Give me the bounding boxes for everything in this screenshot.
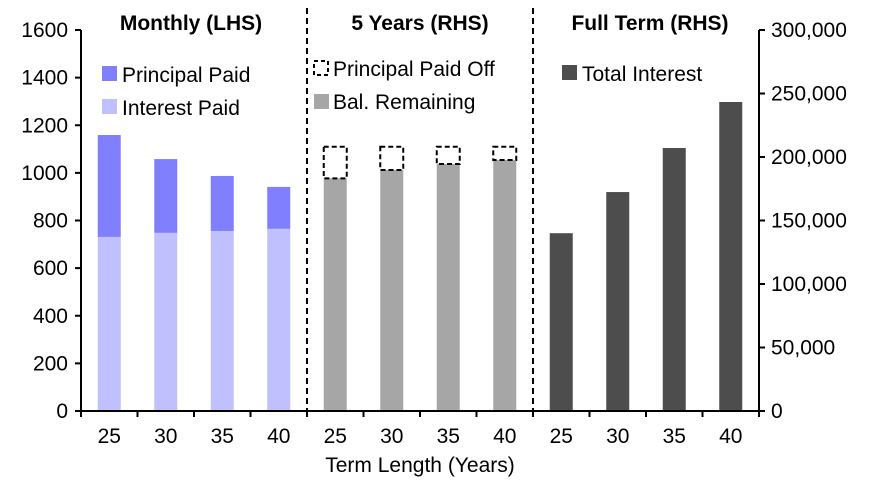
legend-swatch-principal-paid: [102, 66, 117, 81]
bar-total-interest: [719, 102, 743, 411]
bar-principal-paid: [154, 159, 178, 233]
bar-principal-paid: [210, 175, 234, 231]
left-tick-label: 1400: [21, 67, 68, 90]
x-tick-label: 40: [719, 425, 742, 448]
right-tick-label: 200,000: [771, 146, 847, 169]
x-tick-label: 30: [606, 425, 629, 448]
bar-principal-paid: [97, 135, 121, 237]
right-tick-label: 250,000: [771, 83, 847, 106]
bar-interest-paid: [97, 236, 121, 411]
left-tick-label: 1000: [21, 162, 68, 185]
legend-swatch-principal-paid-off: [313, 60, 329, 76]
panel-title-monthly: Monthly (LHS): [120, 12, 262, 35]
x-tick-label: 40: [267, 425, 290, 448]
legend-total-interest: Total Interest: [582, 63, 702, 86]
bar-interest-paid: [154, 232, 178, 411]
x-tick-label: 25: [550, 425, 573, 448]
x-tick-label: 35: [437, 425, 460, 448]
x-tick-label: 35: [663, 425, 686, 448]
x-tick-label: 25: [324, 425, 347, 448]
legend-bal-remaining: Bal. Remaining: [333, 91, 475, 114]
x-tick-label: 30: [154, 425, 177, 448]
x-tick-label: 40: [493, 425, 516, 448]
right-tick-label: 150,000: [771, 210, 847, 233]
legend-principal-paid: Principal Paid: [122, 64, 250, 87]
left-tick-label: 0: [56, 400, 68, 423]
legend-swatch-bal-remaining: [314, 94, 329, 109]
bar-total-interest: [606, 192, 630, 411]
bar-principal-paid-off: [492, 145, 518, 162]
legend-principal-paid-off: Principal Paid Off: [333, 58, 495, 81]
panel-title-5-years: 5 Years (RHS): [351, 12, 488, 35]
bar-total-interest: [662, 147, 686, 411]
bar-interest-paid: [210, 230, 234, 411]
bar-bal-remaining: [323, 178, 347, 411]
panel-title-full-term: Full Term (RHS): [571, 12, 728, 35]
bar-principal-paid-off: [435, 145, 461, 165]
right-tick-label: 50,000: [771, 337, 835, 360]
left-tick-label: 1200: [21, 114, 68, 137]
right-tick-label: 100,000: [771, 273, 847, 296]
bar-bal-remaining: [493, 160, 517, 411]
left-tick-label: 1600: [21, 19, 68, 42]
left-tick-label: 600: [33, 257, 68, 280]
left-tick-label: 800: [33, 210, 68, 233]
bar-interest-paid: [267, 228, 291, 411]
x-tick-label: 25: [98, 425, 121, 448]
x-tick-label: 30: [380, 425, 403, 448]
right-tick-label: 300,000: [771, 19, 847, 42]
bar-principal-paid-off: [322, 145, 348, 180]
bar-total-interest: [549, 233, 573, 411]
right-tick-label: 0: [771, 400, 783, 423]
bar-bal-remaining: [436, 163, 460, 411]
bar-principal-paid: [267, 186, 291, 229]
bar-principal-paid-off: [379, 145, 405, 171]
legend-interest-paid: Interest Paid: [122, 97, 240, 120]
x-tick-label: 35: [211, 425, 234, 448]
legend-swatch-total-interest: [562, 65, 577, 80]
legend-swatch-interest-paid: [102, 99, 117, 114]
x-axis-label: Term Length (Years): [325, 454, 514, 477]
bar-bal-remaining: [380, 169, 404, 411]
left-tick-label: 400: [33, 305, 68, 328]
left-tick-label: 200: [33, 352, 68, 375]
